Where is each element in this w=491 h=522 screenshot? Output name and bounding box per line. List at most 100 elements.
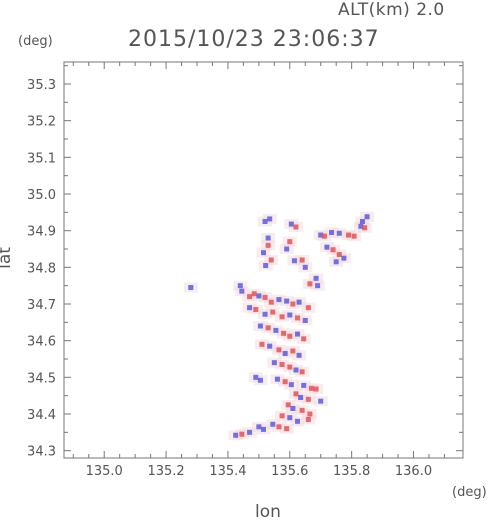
y-tick-label: 35.2 xyxy=(27,115,56,130)
data-cell xyxy=(308,385,314,391)
data-cell xyxy=(315,283,321,289)
data-cell xyxy=(298,395,304,400)
data-cell xyxy=(305,417,311,422)
axis-ticks: 135.0 135.2 135.4 135.6 135.8 136.0 34.3 34.4 34… xyxy=(27,62,463,479)
data-cell xyxy=(359,219,365,224)
data-cell xyxy=(330,247,336,253)
data-cell xyxy=(295,315,301,321)
data-cell xyxy=(296,352,302,358)
data-cell xyxy=(261,426,266,432)
y-tick-label: 34.7 xyxy=(27,298,56,313)
data-cell xyxy=(290,301,296,307)
data-cell xyxy=(279,362,285,367)
data-cell xyxy=(265,325,271,331)
data-cell xyxy=(313,275,319,281)
data-cell xyxy=(318,232,324,238)
data-cell xyxy=(293,224,299,230)
data-cell xyxy=(296,299,302,305)
y-axis-unit: (deg) xyxy=(18,34,53,49)
data-cell xyxy=(287,415,293,421)
data-cell xyxy=(233,432,239,438)
data-cell xyxy=(346,232,352,238)
data-cell xyxy=(282,351,288,356)
data-cell xyxy=(305,396,311,402)
data-cell xyxy=(281,330,287,336)
data-cell xyxy=(268,257,274,263)
x-tick-label: 135.0 xyxy=(86,464,123,479)
data-cell xyxy=(293,367,299,373)
data-cell xyxy=(256,424,262,430)
y-tick-label: 34.5 xyxy=(27,371,56,386)
data-cell xyxy=(276,424,282,430)
data-cell xyxy=(262,294,268,300)
data-cell xyxy=(351,233,357,239)
x-tick-label: 135.6 xyxy=(271,464,308,479)
data-cell xyxy=(341,255,347,261)
data-cell xyxy=(267,343,273,349)
data-cell xyxy=(293,391,299,397)
data-cell xyxy=(299,407,305,413)
data-cell xyxy=(318,398,324,404)
data-cell xyxy=(285,402,291,408)
data-cell xyxy=(256,293,262,299)
data-cell xyxy=(362,225,368,231)
data-cell xyxy=(257,323,263,329)
data-cell xyxy=(291,258,297,264)
data-cell xyxy=(358,223,364,229)
data-cell xyxy=(287,239,293,245)
data-cell xyxy=(288,221,294,227)
x-tick-label: 135.4 xyxy=(209,464,246,479)
x-axis-unit: (deg) xyxy=(452,485,487,500)
y-tick-label: 34.4 xyxy=(27,408,56,423)
data-cell xyxy=(284,246,290,252)
data-cell xyxy=(299,257,305,263)
data-cell xyxy=(313,386,319,392)
data-cell xyxy=(253,374,259,380)
y-tick-label: 34.3 xyxy=(27,445,56,460)
data-cell xyxy=(276,297,282,303)
data-cell xyxy=(259,341,265,347)
y-tick-label: 35.1 xyxy=(27,151,56,166)
data-cell xyxy=(267,216,273,222)
data-cell xyxy=(279,314,285,320)
data-cell xyxy=(279,413,285,419)
data-cell xyxy=(333,259,339,265)
data-cell xyxy=(262,219,268,224)
data-cells xyxy=(183,211,375,441)
data-cell xyxy=(247,429,253,435)
altitude-label: ALT(km) 2.0 xyxy=(338,0,445,20)
data-cell xyxy=(239,288,245,294)
data-cell xyxy=(287,364,293,370)
data-cell xyxy=(247,294,253,300)
data-cell xyxy=(302,264,308,270)
y-tick-label: 35.0 xyxy=(27,188,56,203)
x-tick-label: 136.0 xyxy=(395,464,432,479)
data-cell xyxy=(290,348,296,354)
data-cell xyxy=(324,244,330,250)
data-cell xyxy=(299,369,305,375)
y-tick-label: 34.8 xyxy=(27,261,56,276)
data-cell xyxy=(305,305,311,311)
data-cell xyxy=(265,242,271,248)
data-cell xyxy=(336,252,342,257)
data-cell xyxy=(262,311,268,317)
data-cell xyxy=(261,250,266,256)
data-cell xyxy=(290,406,296,411)
data-cell xyxy=(307,411,313,417)
data-cell xyxy=(288,382,294,388)
data-cell xyxy=(247,305,253,311)
data-cell xyxy=(295,331,301,337)
data-cell xyxy=(188,285,194,290)
chart-title-timestamp: 2015/10/23 23:06:37 xyxy=(128,27,380,52)
data-cell xyxy=(273,327,279,333)
data-cell xyxy=(270,309,276,315)
data-cell xyxy=(239,431,245,437)
plot-frame xyxy=(63,61,464,459)
data-cell xyxy=(307,281,313,287)
data-cell xyxy=(263,263,269,268)
data-cell xyxy=(287,333,293,339)
data-cell xyxy=(287,312,293,318)
data-cell xyxy=(271,360,277,366)
x-tick-label: 135.8 xyxy=(333,464,370,479)
data-cell xyxy=(301,336,307,342)
